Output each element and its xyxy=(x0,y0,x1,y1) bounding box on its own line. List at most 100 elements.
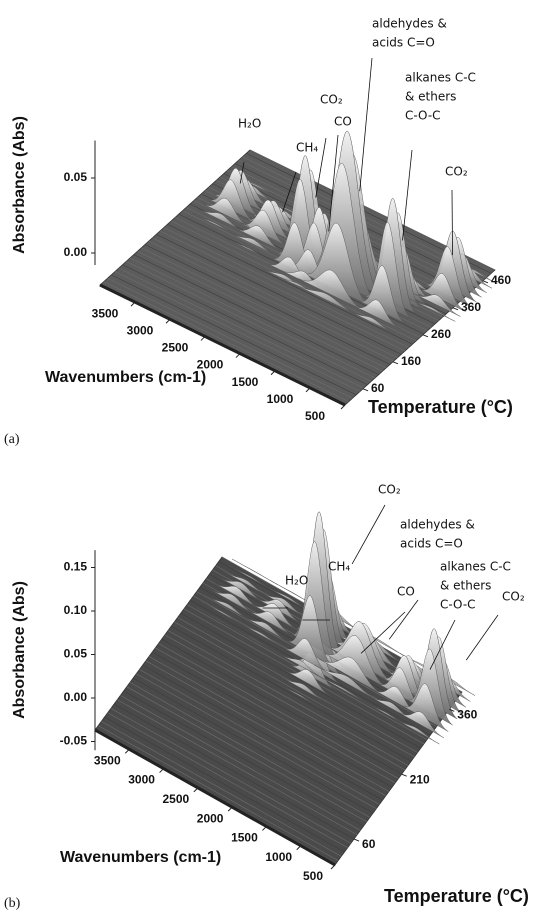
peak-shading xyxy=(197,208,244,232)
peak-label: aldehydes & xyxy=(400,518,475,532)
surface-texture xyxy=(107,277,353,399)
z-tick-label: -0.05 xyxy=(60,734,88,748)
surface-texture xyxy=(133,254,379,375)
peak-shading xyxy=(297,269,366,312)
peak-label: & ethers xyxy=(405,90,456,104)
surface-edge xyxy=(94,728,336,867)
surface-texture xyxy=(167,630,409,766)
peak-label: aldehydes & xyxy=(372,17,447,31)
x-tick-label: 1000 xyxy=(265,850,292,864)
peak-shading xyxy=(205,595,251,622)
surface-texture xyxy=(126,261,372,382)
peak-shading xyxy=(424,246,472,307)
surface-texture xyxy=(132,677,374,814)
surface-texture xyxy=(139,669,380,805)
peak-label: C-O-C xyxy=(405,109,441,123)
leader-line xyxy=(239,161,245,184)
x-tick-label: 2500 xyxy=(163,792,190,806)
surface-texture xyxy=(158,643,399,779)
peak-label: H₂O xyxy=(285,574,308,588)
y-tick xyxy=(401,773,407,777)
x-tick xyxy=(270,370,276,376)
x-tick-label: 1500 xyxy=(232,375,259,389)
z-tick-label: 0.05 xyxy=(64,170,88,184)
peak-shading xyxy=(287,595,334,667)
peak-label: CO₂ xyxy=(445,165,468,179)
peak-shading xyxy=(402,683,449,732)
surface-texture xyxy=(118,267,364,389)
surface-texture xyxy=(104,716,345,853)
leader-line xyxy=(388,599,419,640)
surface-texture xyxy=(163,227,409,348)
surface-texture xyxy=(107,712,348,848)
peak-shading xyxy=(359,265,406,324)
y-tick xyxy=(452,307,459,311)
z-axis-title: Absorbance (Abs) xyxy=(11,116,28,254)
surface-texture xyxy=(164,634,405,771)
x-tick-label: 3000 xyxy=(128,773,155,787)
surface-texture xyxy=(123,690,364,827)
peak-shading xyxy=(202,197,250,227)
peak-label: H₂O xyxy=(238,117,261,131)
surface-texture xyxy=(180,612,421,749)
y-tick-label: 460 xyxy=(491,273,511,287)
peak-shading xyxy=(318,656,385,697)
peak-shading xyxy=(280,676,327,703)
surface-texture xyxy=(136,673,377,810)
leader-line xyxy=(465,614,499,661)
peak-shading xyxy=(348,310,396,334)
y-tick-label: 210 xyxy=(410,772,430,786)
surface-texture xyxy=(103,281,349,402)
x-tick xyxy=(227,806,233,812)
peak-label: alkanes C-C xyxy=(440,560,511,574)
x-axis-title: Wavenumbers (cm-1) xyxy=(60,849,221,866)
x-tick-label: 3000 xyxy=(127,323,154,337)
surface-edge xyxy=(99,283,346,407)
surface-texture xyxy=(161,638,402,775)
surface-texture xyxy=(159,230,406,352)
x-tick-label: 3500 xyxy=(94,753,121,767)
x-tick xyxy=(200,336,206,341)
leader-line xyxy=(328,134,339,232)
peak-shading xyxy=(247,610,294,637)
x-tick-label: 2500 xyxy=(162,341,189,355)
surface-texture xyxy=(111,274,357,396)
y-tick xyxy=(353,838,360,842)
x-tick-label: 3500 xyxy=(92,306,119,320)
leader-line xyxy=(429,619,456,670)
y-tick xyxy=(392,361,399,365)
peak-shading xyxy=(192,213,239,237)
peak-label: CO₂ xyxy=(502,590,525,604)
peak-shading xyxy=(208,179,255,222)
y-tick-label: 260 xyxy=(431,327,451,341)
y-tick xyxy=(422,334,429,338)
z-tick-label: 0.15 xyxy=(64,560,88,574)
peak-shading xyxy=(414,293,461,317)
peak-shading xyxy=(224,237,272,261)
x-tick-label: 1500 xyxy=(231,831,258,845)
y-tick-label: 360 xyxy=(457,707,477,721)
peak-shading xyxy=(243,616,289,643)
z-tick-label: 0.05 xyxy=(64,647,88,661)
y-tick-label: 160 xyxy=(401,354,421,368)
surface-texture xyxy=(144,244,391,365)
y-tick xyxy=(482,280,489,284)
peak-shading xyxy=(209,588,256,615)
x-tick xyxy=(340,404,346,410)
peak-shading xyxy=(234,628,280,655)
panel: -0.05 0.00 0.05 0.10 0.15 3500 3000 2500 2000 150… xyxy=(4,483,529,912)
x-tick xyxy=(296,845,302,851)
peak-label: CO xyxy=(334,115,352,129)
peak-shading xyxy=(218,576,265,603)
leader-line xyxy=(402,149,413,241)
y-axis-title: Temperature (°C) xyxy=(384,886,529,906)
leader-line xyxy=(360,611,406,654)
peak-shading xyxy=(408,298,456,322)
surface-texture xyxy=(152,237,398,359)
surface-texture xyxy=(120,695,361,831)
y-tick xyxy=(362,388,369,392)
y-tick xyxy=(449,708,455,712)
surface-texture xyxy=(148,656,390,792)
y-tick-label: 60 xyxy=(362,837,376,851)
leader-line xyxy=(359,57,373,192)
